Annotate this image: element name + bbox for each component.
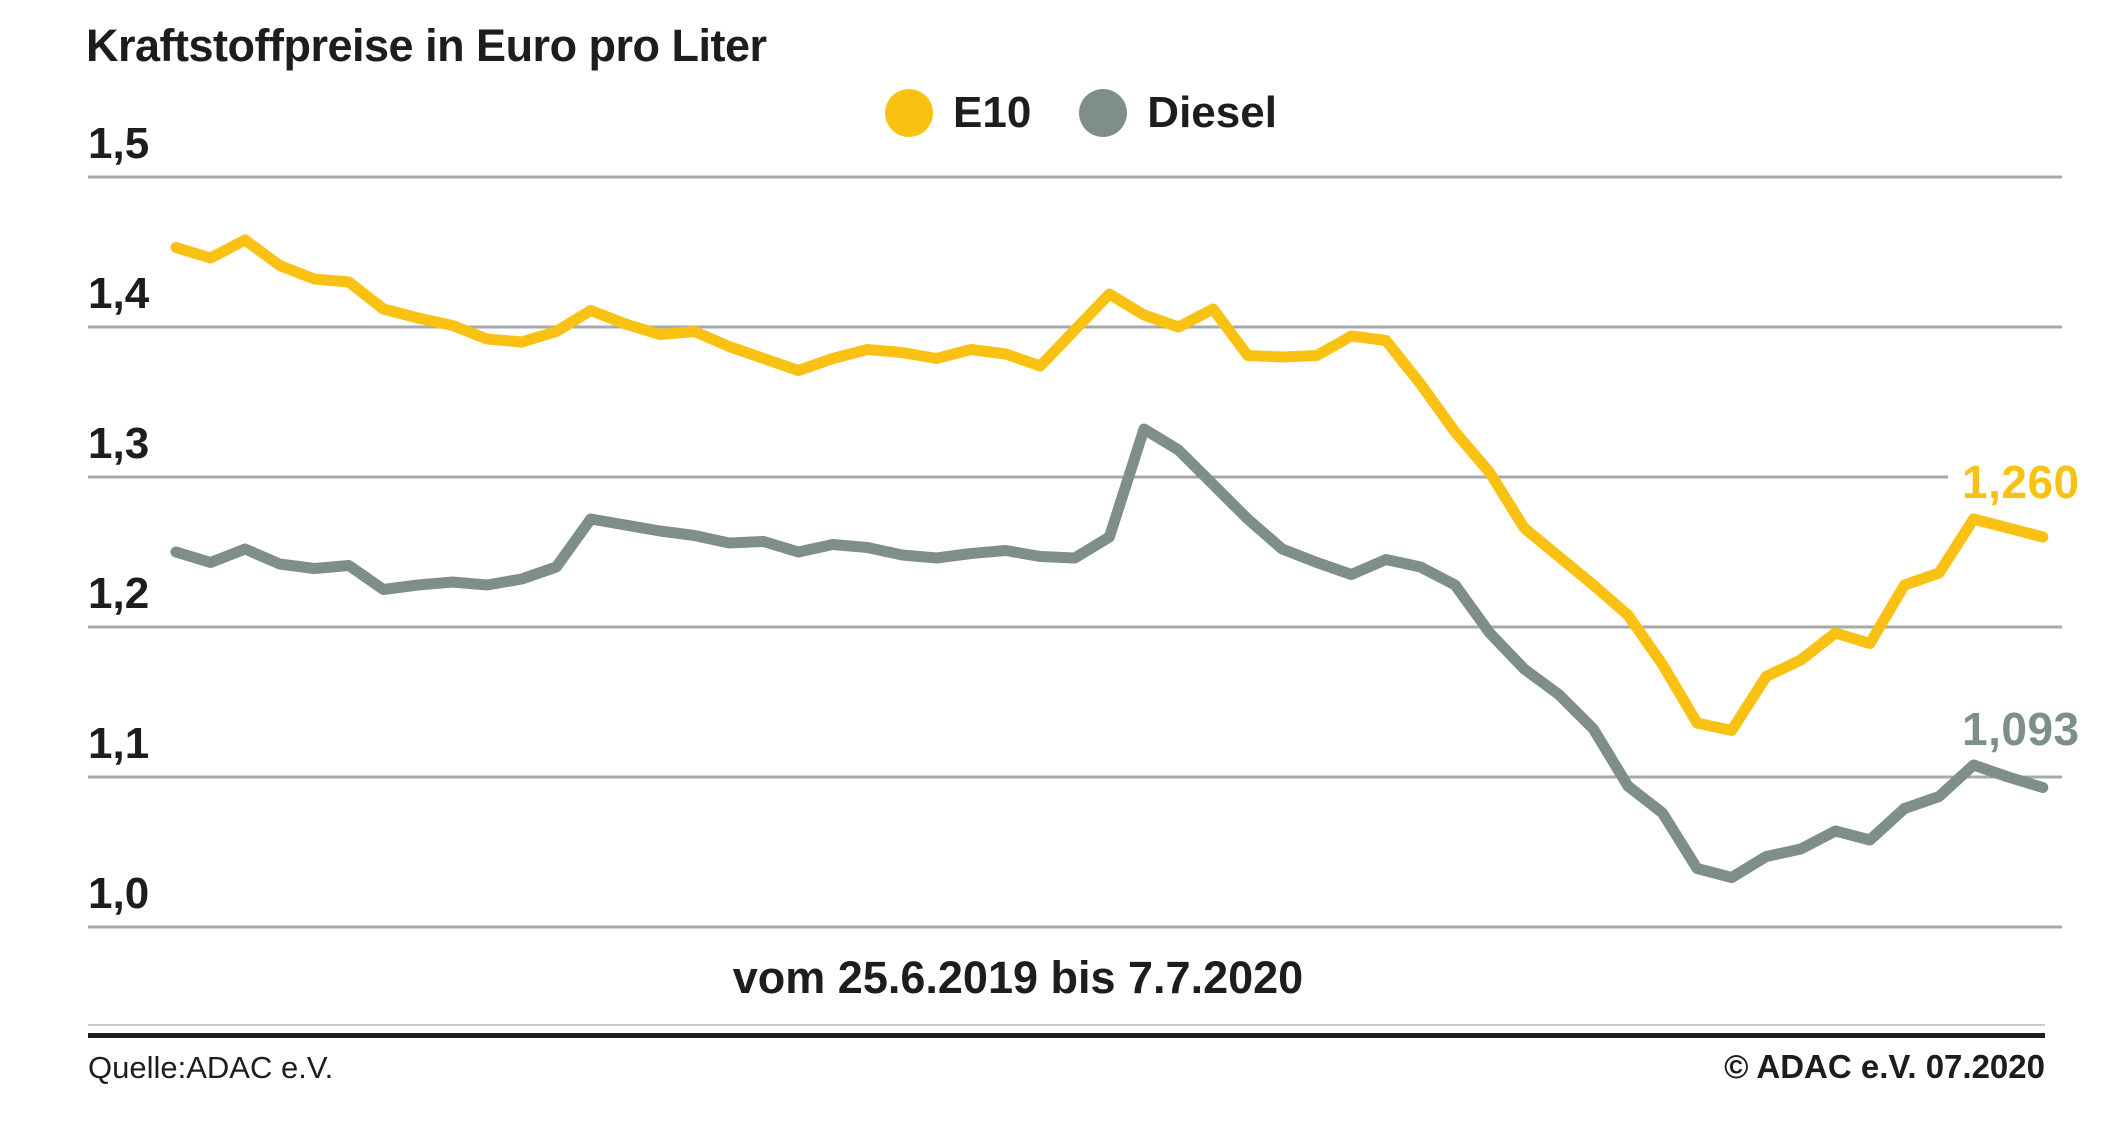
legend-item-diesel: Diesel	[1079, 88, 1277, 138]
legend-label-e10: E10	[953, 88, 1032, 137]
copyright-note: © ADAC e.V. 07.2020	[1724, 1048, 2045, 1085]
y-axis-label: 1,1	[88, 719, 150, 768]
y-axis-label: 1,3	[88, 419, 150, 468]
legend-label-diesel: Diesel	[1147, 88, 1277, 137]
y-axis-label: 1,5	[88, 119, 150, 168]
diesel-legend-dot-icon	[1079, 89, 1128, 137]
footer-divider-thick	[88, 1033, 2045, 1038]
y-axis-label: 1,2	[88, 569, 150, 618]
e10-legend-dot-icon	[885, 89, 933, 137]
e10-end-value-label: 1,260	[1962, 456, 2080, 508]
chart-legend: E10 Diesel	[885, 88, 1307, 138]
diesel-line	[170, 423, 2049, 883]
y-axis-label: 1,4	[88, 269, 150, 318]
e10-line	[170, 234, 2049, 736]
footer-divider-thin	[88, 1024, 2045, 1026]
source-note: Quelle:ADAC e.V.	[88, 1050, 334, 1085]
legend-item-e10: E10	[885, 88, 1031, 138]
diesel-end-value-label: 1,093	[1962, 703, 2080, 755]
y-axis-label: 1,0	[88, 869, 150, 918]
page-title: Kraftstoffpreise in Euro pro Liter	[86, 20, 767, 71]
x-axis-caption: vom 25.6.2019 bis 7.7.2020	[732, 952, 1304, 1003]
